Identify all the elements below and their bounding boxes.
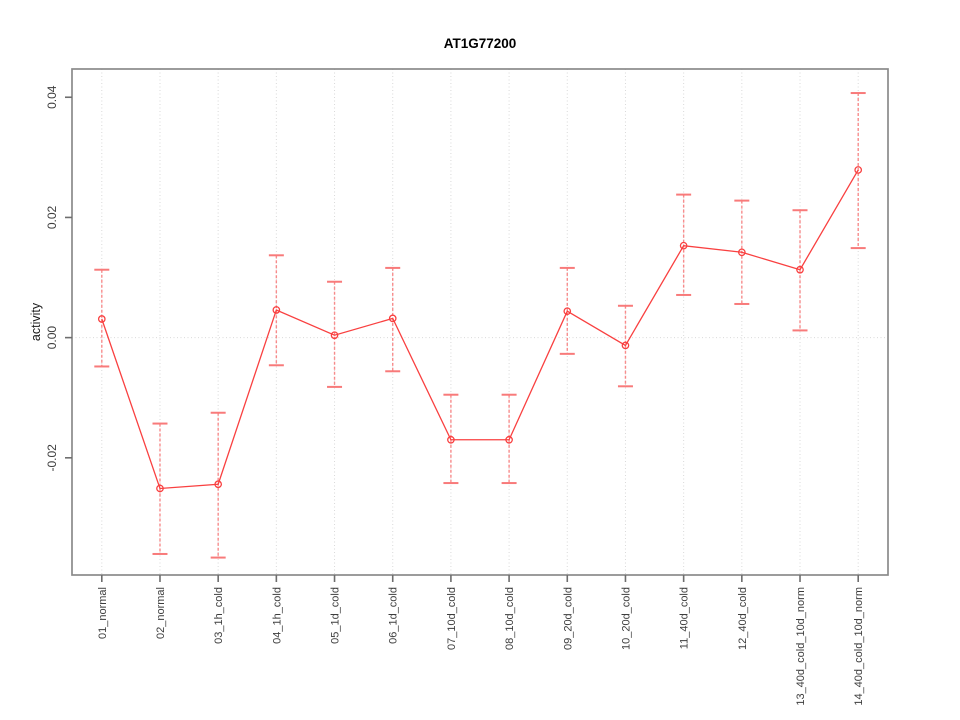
x-tick-label: 07_10d_cold	[446, 587, 458, 650]
chart-title: AT1G77200	[443, 36, 517, 51]
data-point-marker	[97, 315, 106, 323]
x-tick-label: 01_normal	[97, 587, 109, 639]
data-point-marker	[796, 265, 804, 274]
y-tick-label: -0.02	[45, 444, 59, 472]
data-point-marker	[214, 480, 223, 489]
data-point-marker	[854, 166, 863, 174]
x-tick-label: 09_20d_cold	[562, 587, 574, 650]
y-tick-label: 0.04	[45, 85, 59, 109]
data-point-marker	[156, 484, 164, 493]
y-tick-label: 0.00	[45, 326, 59, 350]
data-point-marker	[679, 241, 688, 250]
data-point-marker	[330, 331, 339, 340]
data-point-marker	[447, 435, 455, 444]
data-point-marker	[563, 307, 572, 316]
data-point-marker	[505, 435, 513, 444]
x-tick-label: 08_10d_cold	[504, 587, 516, 650]
data-point-marker	[272, 306, 281, 314]
data-point-marker	[737, 248, 746, 257]
data-point-marker	[388, 314, 397, 323]
x-tick-label: 02_normal	[155, 587, 167, 639]
x-tick-label: 12_40d_cold	[737, 587, 749, 650]
data-point-marker	[621, 341, 630, 350]
plot-box	[71, 68, 889, 576]
x-tick-label: 11_40d_cold	[679, 587, 691, 649]
y-tick-label: 0.02	[45, 205, 59, 229]
series-line	[101, 169, 859, 490]
x-tick-label: 13_40d_cold_10d_norm	[795, 587, 807, 706]
x-tick-label: 04_1h_cold	[271, 587, 283, 644]
x-tick-label: 05_1d_cold	[330, 587, 342, 644]
x-tick-label: 14_40d_cold_10d_norm	[853, 587, 865, 706]
x-tick-label: 06_1d_cold	[388, 587, 400, 644]
x-tick-label: 10_20d_cold	[620, 587, 632, 650]
x-tick-label: 03_1h_cold	[213, 587, 225, 644]
